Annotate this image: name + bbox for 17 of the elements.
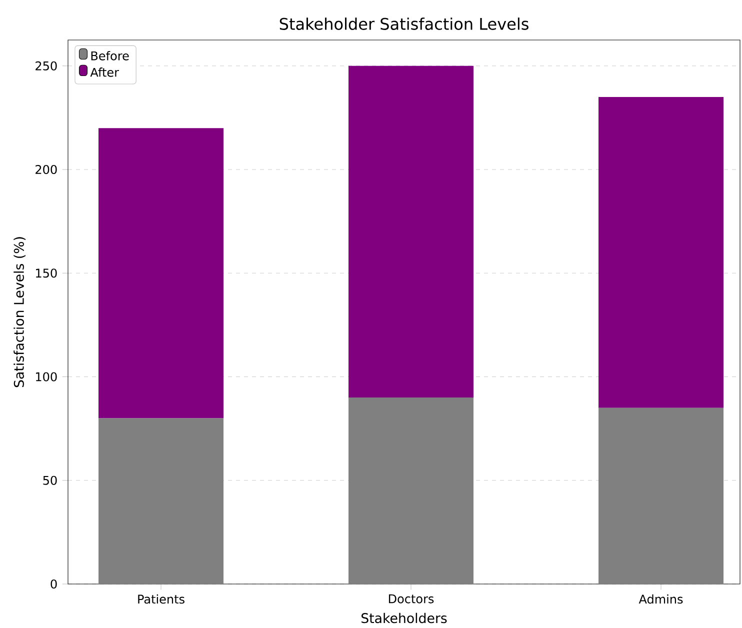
legend-label: After	[90, 68, 119, 77]
bar	[598, 96, 724, 408]
y-tick-label: 250	[36, 61, 57, 70]
bar	[348, 66, 474, 398]
y-tick-label: 0	[50, 579, 57, 589]
x-tick-label: Patients	[138, 594, 184, 604]
chart-title: Stakeholder Satisfaction Levels	[280, 18, 528, 30]
y-tick-label: 100	[36, 372, 57, 382]
x-axis-title: Stakeholders	[362, 612, 447, 624]
y-axis-title: Satisfaction Levels (%)	[14, 237, 26, 388]
y-tick-label: 200	[36, 164, 57, 174]
legend-label: Before	[91, 51, 129, 60]
x-tick-label: Doctors	[388, 594, 434, 604]
y-tick-label: 50	[43, 476, 57, 485]
x-tick-label: Admins	[638, 594, 683, 604]
y-tick-label: 150	[36, 268, 57, 278]
bar	[98, 128, 224, 418]
